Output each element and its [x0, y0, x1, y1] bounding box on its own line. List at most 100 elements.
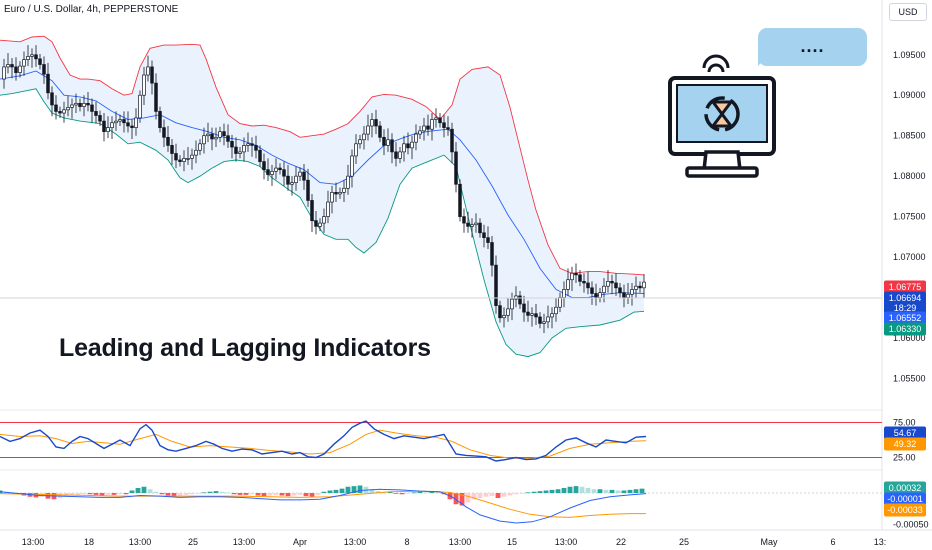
rsi-tick-label: 25.00: [893, 453, 916, 463]
candle-body: [378, 125, 382, 138]
price-tick-label: 1.06000: [893, 333, 926, 343]
candle-body: [482, 232, 486, 239]
candle-body: [50, 92, 54, 106]
macd-histogram-bar: [243, 493, 249, 495]
candle-body: [390, 139, 394, 153]
macd-histogram-bar: [339, 488, 345, 493]
candle-body: [38, 58, 42, 65]
time-tick-label: 13:00: [449, 537, 472, 547]
macd-histogram-bar: [417, 491, 423, 493]
macd-histogram-bar: [249, 493, 255, 495]
candle-body: [78, 102, 82, 107]
candle-body: [94, 111, 98, 116]
candle-body: [394, 151, 398, 159]
candle-body: [530, 313, 534, 316]
macd-histogram-bar: [537, 491, 543, 493]
candle-body: [374, 119, 378, 127]
macd-histogram-bar: [93, 493, 99, 495]
macd-histogram-bar: [195, 493, 201, 494]
macd-histogram-bar: [171, 493, 177, 497]
macd-value-tag-bg: [884, 503, 926, 517]
time-tick-label: 15: [507, 537, 517, 547]
macd-histogram-bar: [159, 493, 165, 495]
candle-body: [114, 120, 118, 124]
macd-histogram-bar: [633, 489, 639, 493]
candle-body: [510, 298, 514, 310]
macd-histogram-bar: [321, 491, 327, 493]
candle-body: [270, 170, 274, 175]
macd-histogram-bar: [297, 493, 303, 495]
currency-button[interactable]: USD: [889, 3, 927, 21]
candle-body: [254, 145, 258, 151]
macd-histogram-bar: [123, 493, 129, 495]
candle-body: [310, 200, 314, 222]
candle-body: [602, 285, 606, 294]
price-value-tag: 18:29: [894, 303, 917, 313]
macd-histogram-bar: [345, 486, 351, 493]
bollinger-fill: [0, 36, 644, 357]
macd-histogram-bar: [207, 491, 213, 493]
macd-histogram-bar: [453, 493, 459, 505]
speech-bubble-tail: [758, 54, 770, 66]
macd-histogram-bar: [471, 493, 477, 500]
macd-histogram-bar: [399, 493, 405, 495]
macd-histogram-bar: [507, 493, 513, 496]
candle-body: [526, 311, 530, 316]
candle-body: [610, 280, 614, 284]
time-tick-label: 6: [830, 537, 835, 547]
macd-histogram-bar: [435, 492, 441, 494]
candle-body: [194, 149, 198, 156]
macd-histogram-bar: [489, 493, 495, 497]
candle-body: [402, 143, 406, 153]
candle-body: [62, 109, 66, 114]
candle-body: [178, 159, 182, 162]
macd-histogram-bar: [255, 493, 261, 496]
candle-body: [582, 280, 586, 284]
macd-histogram-bar: [567, 486, 573, 493]
macd-value-tag-bg: [884, 492, 926, 506]
candle-body: [46, 73, 50, 94]
macd-histogram-bar: [525, 492, 531, 494]
rsi-value-tag: 54.67: [894, 428, 917, 438]
candle-body: [30, 54, 34, 57]
candle-body: [186, 158, 190, 160]
candle-body: [598, 292, 602, 298]
macd-histogram-bar: [603, 489, 609, 493]
candle-body: [314, 220, 318, 227]
candle-body: [66, 107, 70, 111]
macd-histogram-bar: [585, 488, 591, 493]
candle-body: [642, 281, 646, 289]
candle-body: [262, 161, 266, 171]
candle-body: [478, 222, 482, 234]
macd-histogram-bar: [315, 493, 321, 495]
macd-histogram-bar: [117, 493, 123, 495]
candle-body: [158, 111, 162, 128]
macd-histogram-bar: [513, 493, 519, 495]
rsi-value-tag: 49.32: [894, 439, 917, 449]
candle-body: [498, 305, 502, 319]
rsi-value-tag-bg: [884, 437, 926, 451]
candle-body: [222, 131, 226, 137]
macd-histogram-bar: [225, 492, 231, 494]
candle-body: [634, 285, 638, 290]
macd-histogram-bar: [483, 493, 489, 497]
macd-histogram-bar: [267, 493, 273, 496]
macd-histogram-bar: [591, 489, 597, 493]
candle-body: [294, 175, 298, 183]
macd-histogram-bar: [573, 486, 579, 493]
time-tick-label: 25: [188, 537, 198, 547]
candle-body: [266, 169, 270, 175]
macd-histogram-bar: [333, 489, 339, 493]
candle-body: [282, 169, 286, 177]
candle-body: [438, 117, 442, 124]
candle-body: [198, 143, 202, 151]
candle-body: [122, 119, 126, 124]
time-tick-label: 8: [404, 537, 409, 547]
macd-histogram-bar: [99, 493, 105, 496]
candle-body: [218, 131, 222, 138]
candle-body: [166, 136, 170, 146]
macd-value-tag-bg: [884, 481, 926, 495]
macd-histogram-bar: [129, 490, 135, 493]
candle-body: [450, 128, 454, 153]
